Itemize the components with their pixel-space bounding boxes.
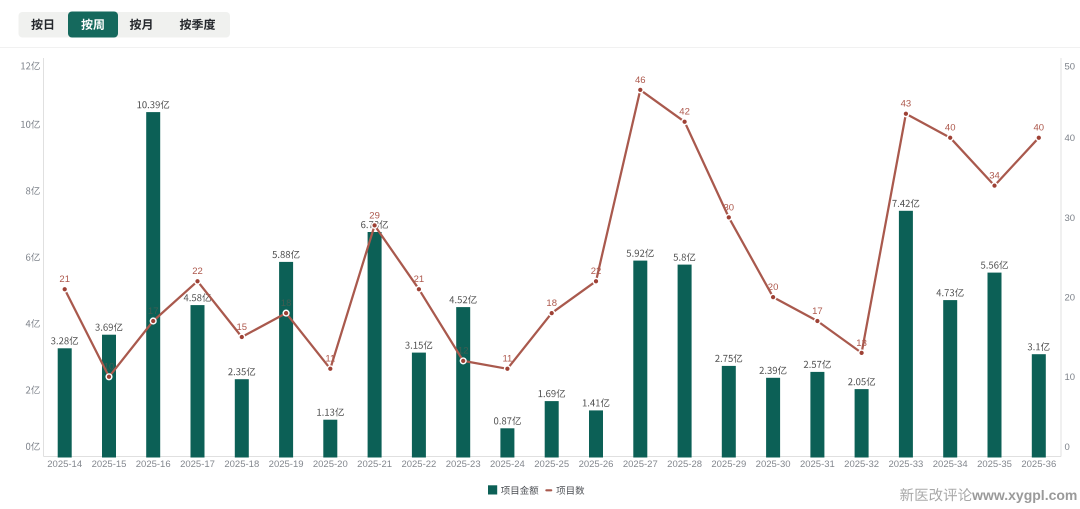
- svg-text:29: 29: [369, 210, 380, 221]
- svg-text:10: 10: [1065, 372, 1076, 383]
- svg-text:2025-28: 2025-28: [667, 459, 702, 470]
- svg-text:2025-32: 2025-32: [844, 459, 879, 470]
- svg-text:50: 50: [1065, 61, 1076, 72]
- svg-text:34: 34: [989, 170, 1000, 181]
- svg-text:13: 13: [856, 338, 867, 349]
- svg-text:2025-29: 2025-29: [711, 459, 746, 470]
- svg-text:20: 20: [768, 282, 779, 293]
- svg-text:2025-20: 2025-20: [313, 459, 348, 470]
- svg-text:2025-31: 2025-31: [800, 459, 835, 470]
- svg-text:21: 21: [59, 274, 70, 285]
- svg-text:2025-24: 2025-24: [490, 459, 525, 470]
- svg-text:2025-33: 2025-33: [888, 459, 923, 470]
- svg-text:30: 30: [724, 202, 735, 213]
- svg-text:2025-25: 2025-25: [534, 459, 569, 470]
- svg-text:2025-35: 2025-35: [977, 459, 1012, 470]
- svg-text:11: 11: [502, 354, 512, 365]
- svg-text:40: 40: [945, 123, 956, 134]
- svg-text:20: 20: [1065, 293, 1076, 304]
- svg-text:22: 22: [192, 266, 203, 277]
- svg-text:2025-22: 2025-22: [401, 459, 436, 470]
- svg-text:0: 0: [1065, 442, 1070, 453]
- svg-text:2025-18: 2025-18: [224, 459, 259, 470]
- svg-text:2025-30: 2025-30: [756, 459, 791, 470]
- svg-text:2025-21: 2025-21: [357, 459, 392, 470]
- svg-text:12: 12: [458, 346, 469, 357]
- svg-text:2025-14: 2025-14: [47, 459, 82, 470]
- svg-text:18: 18: [546, 298, 557, 309]
- svg-text:11: 11: [325, 354, 335, 365]
- svg-text:2025-17: 2025-17: [180, 459, 215, 470]
- svg-text:18: 18: [281, 298, 292, 309]
- svg-text:40: 40: [1034, 123, 1045, 134]
- svg-text:46: 46: [635, 75, 646, 86]
- svg-text:2025-23: 2025-23: [446, 459, 481, 470]
- svg-text:15: 15: [237, 322, 248, 333]
- svg-text:42: 42: [679, 107, 690, 118]
- svg-text:2025-27: 2025-27: [623, 459, 658, 470]
- svg-text:21: 21: [414, 274, 425, 285]
- svg-text:2025-15: 2025-15: [92, 459, 127, 470]
- svg-text:22: 22: [591, 266, 602, 277]
- svg-text:2025-16: 2025-16: [136, 459, 171, 470]
- svg-text:30: 30: [1065, 213, 1076, 224]
- svg-text:2025-36: 2025-36: [1021, 459, 1056, 470]
- svg-text:40: 40: [1065, 133, 1076, 144]
- svg-text:17: 17: [148, 306, 159, 317]
- svg-text:43: 43: [901, 99, 912, 110]
- svg-text:10: 10: [104, 362, 115, 373]
- svg-text:2025-19: 2025-19: [269, 459, 304, 470]
- svg-text:www.xygpl.com: www.xygpl.com: [971, 487, 1077, 503]
- svg-text:2025-26: 2025-26: [579, 459, 614, 470]
- svg-text:2025-34: 2025-34: [933, 459, 968, 470]
- svg-text:17: 17: [812, 306, 823, 317]
